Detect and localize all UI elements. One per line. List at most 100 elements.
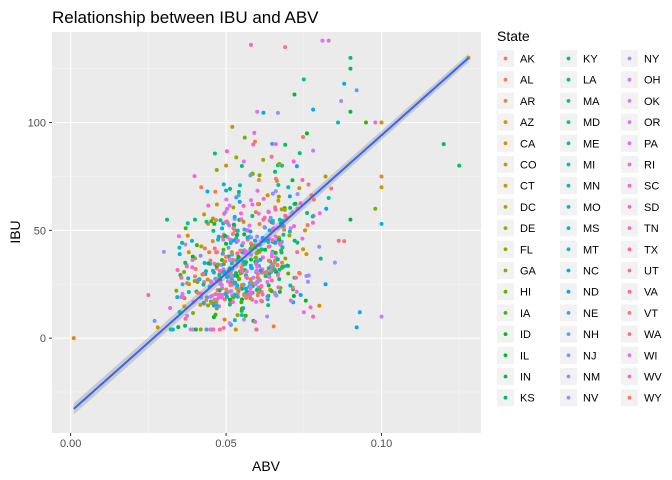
data-point (339, 98, 344, 103)
data-point (298, 293, 303, 298)
data-point (176, 234, 181, 239)
data-point (254, 299, 259, 304)
data-point (192, 279, 197, 284)
legend-label: NH (583, 329, 599, 341)
legend-label: AZ (520, 117, 534, 129)
legend-label: IL (520, 350, 529, 362)
data-point (301, 134, 306, 139)
data-point (186, 276, 191, 281)
data-point (187, 282, 192, 287)
data-point (254, 261, 259, 266)
data-point (323, 282, 328, 287)
data-point (269, 254, 274, 259)
legend-key-swatch (503, 162, 508, 167)
data-point (279, 207, 284, 212)
legend-key-swatch (566, 247, 571, 252)
trend-line (73, 57, 470, 410)
data-point (271, 324, 276, 329)
data-point (304, 273, 309, 278)
data-point (242, 135, 247, 140)
data-point (239, 313, 244, 318)
data-point (211, 303, 216, 308)
data-point (228, 257, 233, 262)
data-point (234, 271, 239, 276)
legend-key-swatch (503, 374, 508, 379)
data-point (205, 277, 210, 282)
data-point (292, 92, 297, 97)
data-point (231, 222, 236, 227)
y-tick-label: 100 (28, 118, 46, 130)
data-point (281, 232, 286, 237)
legend-key-swatch (503, 99, 508, 103)
data-point (235, 251, 240, 256)
legend-label: ID (520, 329, 531, 341)
data-point (259, 283, 264, 288)
grid-minor (52, 32, 481, 433)
data-point (255, 234, 260, 239)
data-point (248, 285, 253, 290)
data-point (214, 202, 219, 207)
data-point (228, 283, 233, 288)
data-point (225, 206, 230, 211)
data-point (236, 276, 241, 281)
legend-label: WV (644, 372, 662, 384)
data-point (317, 211, 322, 216)
data-point (202, 246, 207, 251)
legend-label: IA (520, 308, 531, 320)
data-point (152, 318, 157, 323)
x-axis: 0.00 0.05 0.10 (60, 433, 392, 450)
data-point (310, 220, 315, 225)
data-point (266, 239, 271, 244)
data-point (209, 300, 214, 305)
legend-label: MS (583, 223, 600, 235)
legend-key-swatch (503, 120, 508, 124)
data-point (223, 219, 228, 224)
data-point (288, 205, 293, 210)
data-point (294, 275, 299, 280)
data-point (161, 249, 166, 254)
data-point (318, 256, 323, 261)
legend-label: HI (520, 287, 531, 299)
legend-label: IN (520, 372, 531, 384)
legend-key-swatch (566, 332, 571, 336)
data-point (214, 218, 219, 223)
data-point (277, 289, 282, 294)
data-point (214, 303, 219, 308)
data-point (183, 226, 188, 231)
data-point (222, 269, 227, 274)
data-point (259, 247, 264, 252)
data-point (311, 314, 316, 319)
data-point (283, 256, 288, 261)
data-point (208, 258, 213, 263)
legend-label: MT (583, 244, 599, 256)
legend-label: WY (644, 393, 662, 405)
data-point (268, 215, 273, 220)
legend-label: NJ (583, 350, 596, 362)
data-point (165, 217, 170, 222)
legend-label: SD (644, 202, 659, 214)
legend-label: TN (644, 223, 659, 235)
legend-key-swatch (566, 205, 571, 209)
legend-key-swatch (627, 183, 632, 188)
data-point (242, 317, 247, 322)
data-point (269, 289, 274, 294)
data-point (251, 142, 256, 147)
legend-key-swatch (627, 311, 632, 315)
legend-label: OR (644, 117, 661, 129)
data-point (185, 233, 190, 238)
data-point (268, 268, 273, 273)
data-point (270, 238, 275, 243)
legend-label: UT (644, 266, 659, 278)
data-point (207, 250, 212, 255)
data-point (213, 189, 218, 194)
legend-label: MD (583, 117, 600, 129)
data-point (295, 250, 300, 255)
data-point (243, 286, 248, 291)
data-point (204, 327, 209, 332)
data-point (217, 288, 222, 293)
data-point (324, 206, 329, 211)
legend-label: NE (583, 308, 598, 320)
data-point (301, 247, 306, 252)
data-point (287, 194, 292, 199)
data-point (216, 234, 221, 239)
